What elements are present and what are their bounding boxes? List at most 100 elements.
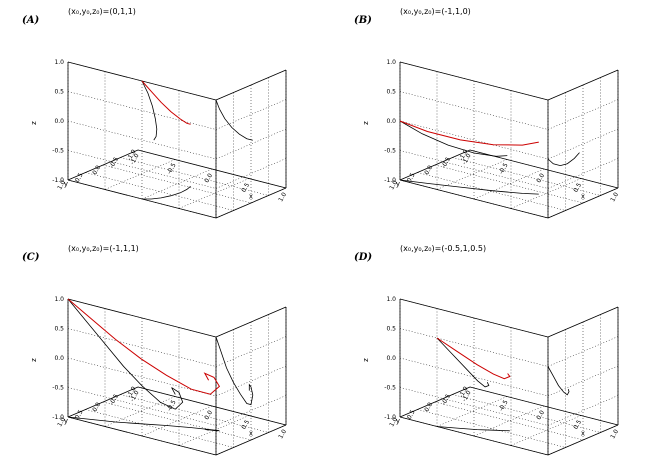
axis-box-edge bbox=[399, 179, 549, 219]
y-tick-label: 1.0 bbox=[388, 179, 399, 191]
z-tick-label: 0.0 bbox=[54, 118, 64, 125]
floor-grid-line bbox=[436, 159, 508, 190]
x-tick-label: -0.5 bbox=[166, 162, 178, 176]
x-tick-label: 1.0 bbox=[609, 428, 620, 440]
z-tick-label: 1.0 bbox=[386, 296, 396, 303]
x-tick-label: -0.5 bbox=[498, 399, 510, 413]
x-tick-label: 0.5 bbox=[572, 182, 583, 194]
z-tick-label: -1.0 bbox=[384, 414, 396, 421]
axis-box-edge bbox=[547, 187, 619, 219]
z-axis-title: z bbox=[30, 358, 38, 362]
z-axis-title: z bbox=[30, 121, 38, 125]
z-tick-label: -0.5 bbox=[52, 148, 64, 155]
axis-box-edge bbox=[399, 149, 471, 181]
axis-box-edge bbox=[399, 61, 549, 101]
floor-grid-line bbox=[102, 164, 252, 204]
panel-title: (x₀,y₀,z₀)=(0,1,1) bbox=[68, 7, 136, 16]
floor-grid-line bbox=[510, 415, 582, 446]
axis-box-edge bbox=[399, 386, 471, 418]
axis-box-edge bbox=[215, 69, 287, 101]
trajectory-projection-xy-0 bbox=[142, 185, 191, 200]
floor-grid-line bbox=[104, 396, 176, 427]
axis-box-edge bbox=[469, 386, 619, 426]
trajectory-projection-yz-0 bbox=[215, 336, 254, 406]
side-wall-grid-line bbox=[215, 128, 287, 160]
floor-grid-line bbox=[510, 178, 582, 209]
trajectory-projection-yz-0 bbox=[215, 99, 253, 141]
y-tick-label: 0.0 bbox=[423, 164, 434, 176]
floor-grid-line bbox=[434, 164, 584, 204]
side-wall-grid-line bbox=[215, 158, 287, 189]
trajectory-line-0 bbox=[399, 120, 539, 146]
x-tick-label: 0.5 bbox=[572, 419, 583, 431]
trajectory-projection-xy-0 bbox=[399, 179, 539, 195]
trajectory-line-0 bbox=[436, 337, 511, 380]
x-axis-title: x bbox=[581, 193, 585, 201]
x-tick-label: 0.5 bbox=[240, 182, 251, 194]
y-tick-label: 0.0 bbox=[423, 401, 434, 413]
x-tick-label: 1.0 bbox=[277, 428, 288, 440]
panel-label: (A) bbox=[22, 15, 39, 26]
z-tick-label: -1.0 bbox=[384, 177, 396, 184]
axis-box-edge bbox=[399, 416, 549, 456]
floor-grid-line bbox=[178, 178, 250, 209]
axis-box-edge bbox=[547, 69, 619, 101]
chart-panel-a: -1.0-0.50.00.51.0-1.0-0.50.00.51.0-1.0-0… bbox=[22, 7, 288, 219]
y-tick-label: 1.0 bbox=[56, 179, 67, 191]
z-tick-label: 0.0 bbox=[386, 118, 396, 125]
x-tick-label: 1.0 bbox=[277, 191, 288, 203]
z-tick-label: -0.5 bbox=[52, 385, 64, 392]
floor-grid-line bbox=[473, 405, 545, 437]
side-wall-grid-line bbox=[215, 395, 287, 426]
z-tick-label: -1.0 bbox=[52, 177, 64, 184]
floor-grid-line bbox=[104, 159, 176, 190]
trajectory-projection-xy-0 bbox=[67, 416, 220, 432]
axis-box-edge bbox=[67, 298, 217, 338]
y-axis-title: y bbox=[396, 417, 400, 425]
side-wall-grid-line bbox=[547, 395, 619, 426]
z-tick-label: 0.5 bbox=[54, 89, 64, 96]
panel-title: (x₀,y₀,z₀)=(-1,1,0) bbox=[400, 7, 471, 16]
side-wall-grid-line bbox=[215, 365, 287, 397]
z-tick-label: 1.0 bbox=[54, 296, 64, 303]
x-tick-label: -0.5 bbox=[498, 162, 510, 176]
floor-grid-line bbox=[178, 415, 250, 446]
z-axis-title: z bbox=[362, 121, 370, 125]
y-tick-label: -0.5 bbox=[440, 156, 452, 170]
panel-title: (x₀,y₀,z₀)=(-0.5,1,0.5) bbox=[400, 244, 486, 253]
side-wall-grid-line bbox=[215, 99, 287, 130]
panel-title: (x₀,y₀,z₀)=(-1,1,1) bbox=[68, 244, 139, 253]
y-tick-label: 0.5 bbox=[74, 409, 85, 421]
z-tick-label: -0.5 bbox=[384, 148, 396, 155]
y-tick-label: -0.5 bbox=[108, 393, 120, 407]
side-wall-grid-line bbox=[547, 365, 619, 397]
y-tick-label: 0.0 bbox=[91, 401, 102, 413]
z-axis-title: z bbox=[362, 358, 370, 362]
panel-label: (C) bbox=[22, 252, 40, 263]
side-wall-grid-line bbox=[547, 99, 619, 130]
x-axis-title: x bbox=[249, 193, 253, 201]
axis-box-edge bbox=[67, 416, 217, 456]
side-wall-grid-line bbox=[547, 128, 619, 160]
z-tick-label: -1.0 bbox=[52, 414, 64, 421]
axis-box-edge bbox=[399, 298, 549, 338]
axis-box-edge bbox=[547, 424, 619, 456]
axis-box-edge bbox=[137, 149, 287, 189]
chart-panel-b: -1.0-0.50.00.51.0-1.0-0.50.00.51.0-1.0-0… bbox=[354, 7, 620, 219]
trajectory-projection-xz-0 bbox=[141, 80, 158, 141]
z-tick-label: 0.5 bbox=[386, 89, 396, 96]
x-axis-title: x bbox=[581, 430, 585, 438]
axis-box-edge bbox=[67, 149, 139, 181]
axis-box-edge bbox=[547, 306, 619, 338]
axis-box-edge bbox=[215, 306, 287, 338]
floor-grid-line bbox=[141, 405, 213, 437]
floor-grid-line bbox=[436, 396, 508, 427]
y-tick-label: 1.0 bbox=[388, 416, 399, 428]
trajectory-projection-xz-0 bbox=[67, 298, 184, 410]
y-axis-title: y bbox=[396, 180, 400, 188]
trajectory-projection-yz-0 bbox=[547, 152, 580, 167]
chart-panel-c: -1.0-0.50.00.51.0-1.0-0.50.00.51.0-1.0-0… bbox=[22, 244, 288, 456]
z-tick-label: 0.5 bbox=[54, 326, 64, 333]
trajectory-line-0 bbox=[141, 80, 191, 125]
trajectory-projection-xz-0 bbox=[399, 120, 508, 157]
